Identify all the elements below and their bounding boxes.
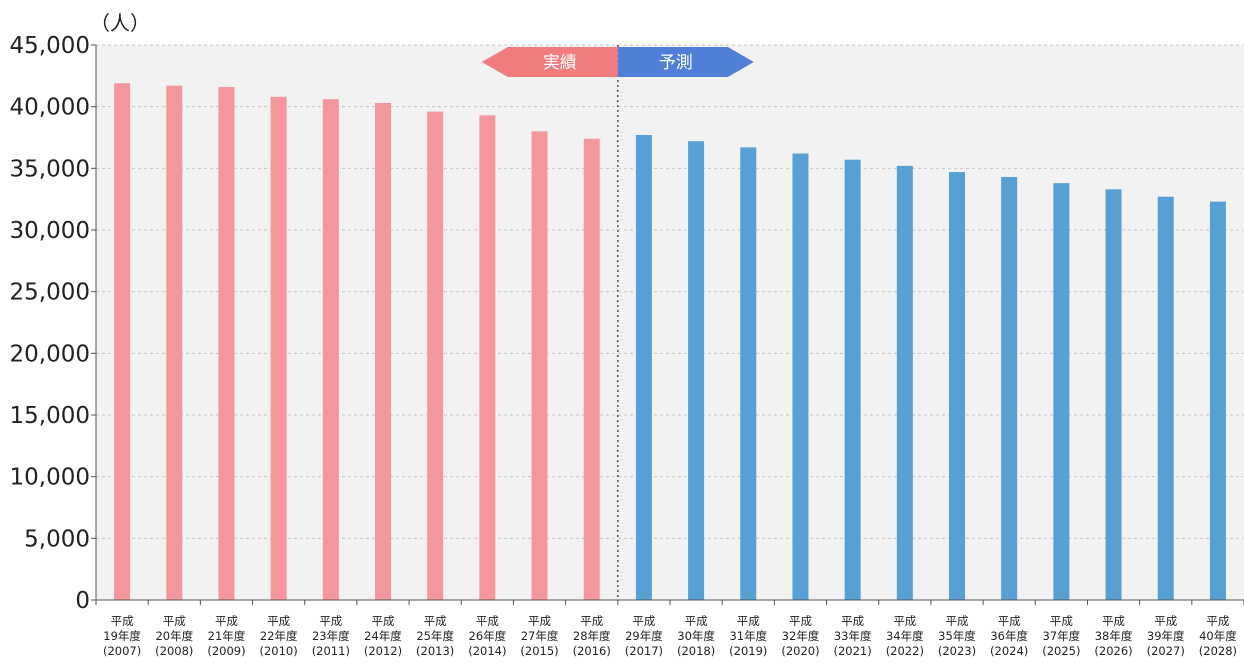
y-tick-label: 35,000 — [10, 156, 90, 182]
bar-forecast — [792, 153, 809, 601]
x-tick-label: 平成 29年度(2017) — [625, 614, 663, 658]
x-tick-label: 平成 27年度(2015) — [520, 614, 558, 658]
bar-forecast — [688, 141, 705, 600]
bar-actual — [375, 102, 391, 600]
bar-actual — [166, 85, 183, 600]
plot-area — [96, 45, 1244, 600]
actual-banner-label: 実績 — [543, 53, 577, 73]
x-tick-label: 平成 20年度(2008) — [155, 614, 193, 658]
bar-forecast — [1209, 201, 1226, 600]
x-tick-label: 平成 26年度(2014) — [468, 614, 506, 658]
x-tick-label: 平成 35年度(2023) — [938, 614, 976, 658]
y-tick-label: 10,000 — [10, 465, 90, 491]
y-tick-label: 25,000 — [10, 280, 90, 306]
actual-arrow-banner — [481, 47, 618, 77]
bar-actual — [531, 131, 548, 601]
x-tick-label: 平成 31年度(2019) — [729, 614, 767, 658]
x-tick-label: 平成 22年度(2010) — [260, 614, 298, 658]
bars-group — [114, 83, 1226, 601]
bar-forecast — [1053, 183, 1070, 600]
bar-actual — [583, 138, 600, 600]
y-tick-label: 45,000 — [10, 33, 90, 59]
bar-actual — [479, 115, 496, 601]
bar-forecast — [896, 165, 913, 600]
x-tick-label: 平成 36年度(2024) — [990, 614, 1028, 658]
y-tick-label: 20,000 — [10, 341, 90, 367]
bar-actual — [218, 86, 235, 600]
bar-actual — [270, 96, 287, 601]
x-tick-label: 平成 21年度(2009) — [207, 614, 245, 658]
x-tick-label: 平成 25年度(2013) — [416, 614, 454, 658]
bar-forecast — [635, 135, 652, 601]
x-tick-label: 平成 23年度(2011) — [312, 614, 350, 658]
x-tick-labels: 平成 19年度(2007) 平成 20年度(2008) 平成 21年度(2009) 平成 22… — [95, 600, 1244, 658]
x-tick-label: 平成 24年度(2012) — [364, 614, 402, 658]
bar-forecast — [1001, 176, 1018, 600]
y-tick-label: 30,000 — [10, 218, 90, 244]
y-tick-labels: 0 5,000 10,000 15,000 20,000 25,000 30,000 35,0… — [10, 33, 96, 614]
x-tick-label: 平成 33年度(2021) — [834, 614, 872, 658]
bar-actual — [114, 83, 131, 600]
x-tick-label: 平成 39年度(2027) — [1147, 614, 1185, 658]
bar-actual — [322, 99, 339, 601]
x-tick-label: 平成 40年度(2028) — [1199, 614, 1237, 658]
bar-forecast — [949, 172, 965, 601]
y-tick-label: 40,000 — [10, 95, 90, 121]
x-tick-label: 平成 19年度(2007) — [103, 614, 141, 658]
x-tick-label: 平成 34年度(2022) — [886, 614, 924, 658]
bar-forecast — [1105, 189, 1122, 601]
gridlines — [96, 44, 1244, 539]
x-tick-label: 平成 28年度(2016) — [573, 614, 611, 658]
x-tick-label: 平成 38年度(2026) — [1094, 614, 1132, 658]
bar-actual — [427, 111, 444, 600]
bar-forecast — [844, 159, 861, 600]
x-tick-label: 平成 32年度(2020) — [781, 614, 819, 658]
y-tick-label: 5,000 — [24, 526, 90, 552]
bar-forecast — [1157, 196, 1174, 600]
bar-forecast — [740, 147, 757, 600]
forecast-arrow-banner — [617, 47, 754, 77]
x-tick-label: 平成 30年度(2018) — [677, 614, 715, 658]
forecast-banner-label: 予測 — [659, 53, 693, 73]
y-tick-label: 15,000 — [10, 403, 90, 429]
x-tick-label: 平成 37年度(2025) — [1042, 614, 1080, 658]
y-tick-label: 0 — [75, 588, 90, 614]
y-axis-unit-label: （人） — [90, 11, 150, 35]
